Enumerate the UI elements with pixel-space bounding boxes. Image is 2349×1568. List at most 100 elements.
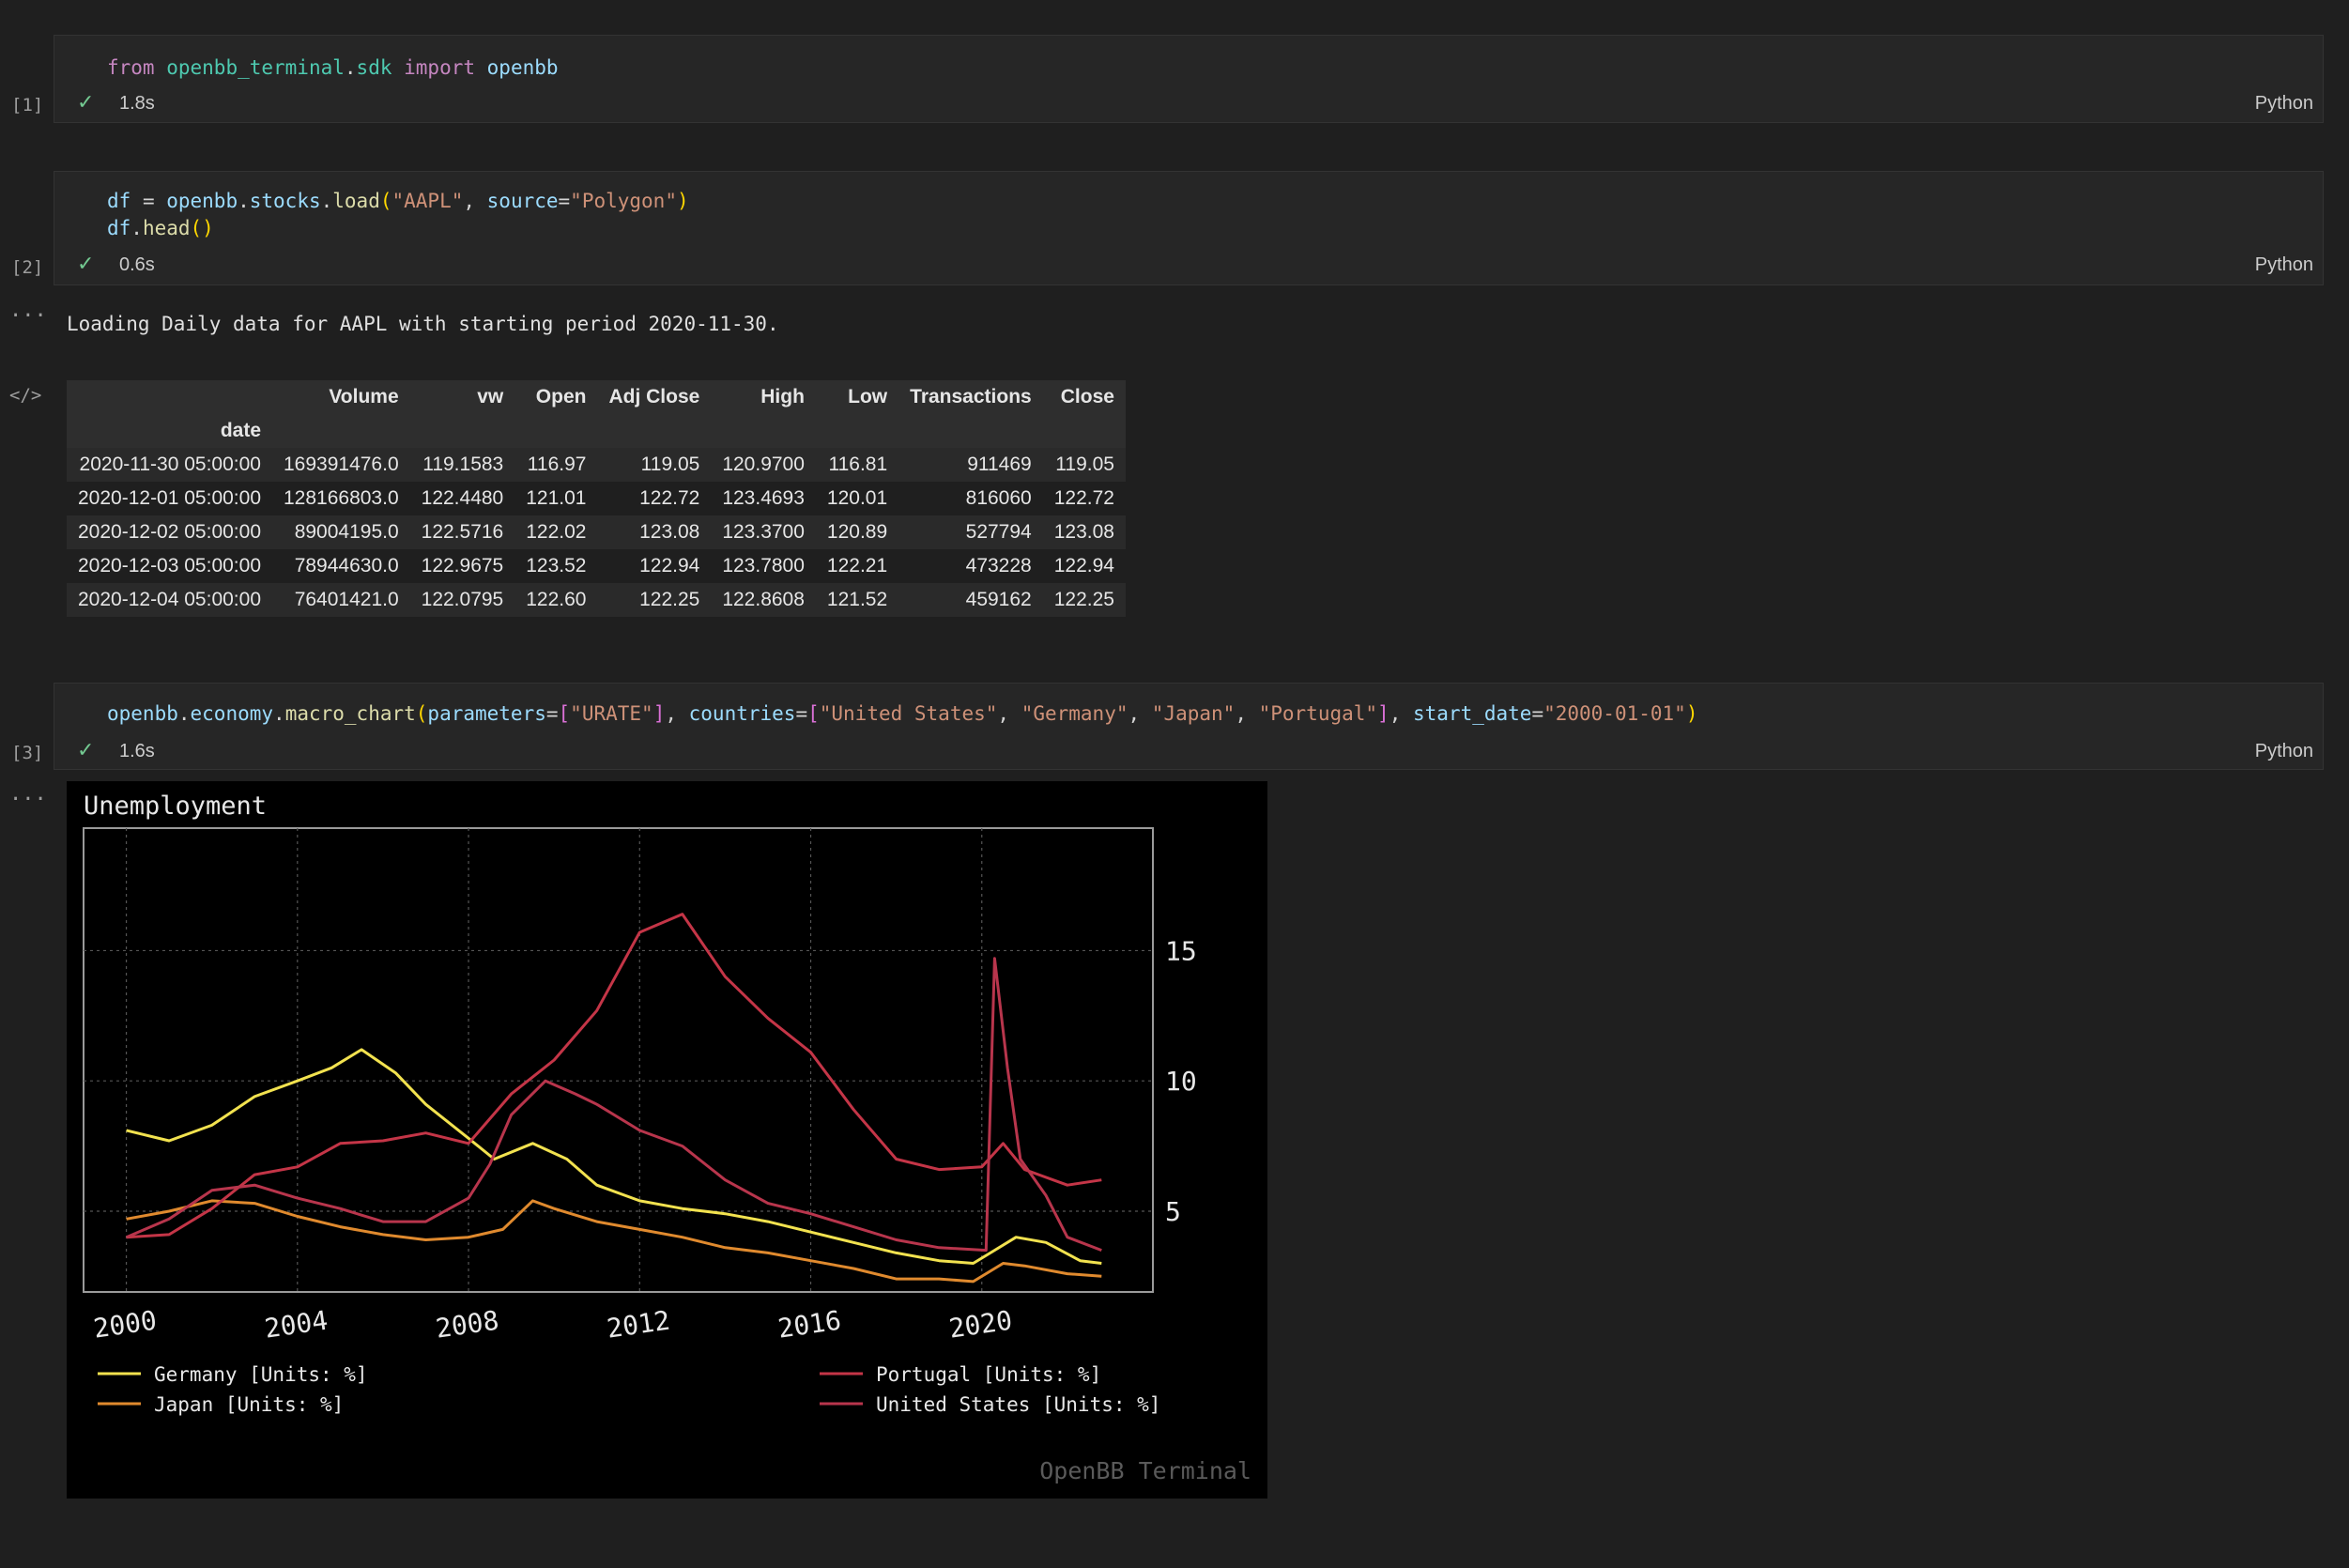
- table-cell: 122.4480: [421, 487, 504, 509]
- code-token: [475, 56, 487, 79]
- column-header: vw: [477, 386, 504, 407]
- execution-time: 1.6s: [119, 741, 155, 761]
- code-token: ): [676, 190, 689, 212]
- x-tick-label: 2008: [434, 1305, 500, 1345]
- code-token: ,: [1389, 702, 1413, 725]
- x-tick-label: 2000: [92, 1305, 159, 1345]
- code-token: "United States": [819, 702, 998, 725]
- table-cell: 459162: [965, 589, 1032, 610]
- code-cell-2[interactable]: [2] df = openbb.stocks.load("AAPL", sour…: [11, 171, 2324, 285]
- legend-label: United States [Units: %]: [876, 1393, 1160, 1416]
- table-row: 2020-12-01 05:00:00 128166803.0 122.4480 12…: [67, 482, 1126, 515]
- table-cell: 123.08: [1053, 521, 1114, 543]
- code-token: =: [1531, 702, 1544, 725]
- table-cell: 122.25: [1053, 589, 1114, 610]
- language-label[interactable]: Python: [2254, 741, 2313, 761]
- code-token: .: [177, 702, 191, 725]
- legend-label: Japan [Units: %]: [154, 1393, 344, 1416]
- code-token: sdk: [356, 56, 392, 79]
- output-menu-icon[interactable]: ...: [9, 782, 47, 806]
- index-name: date: [220, 420, 261, 441]
- column-header: Transactions: [910, 386, 1032, 407]
- table-cell: 122.0795: [421, 589, 504, 610]
- execution-count: [3]: [11, 743, 44, 763]
- code-token: [: [558, 702, 571, 725]
- table-cell: 116.81: [828, 453, 888, 475]
- code-token: economy: [190, 702, 274, 725]
- chart-watermark: OpenBB Terminal: [1039, 1457, 1251, 1484]
- code-token: [: [807, 702, 820, 725]
- table-row: 2020-12-02 05:00:00 89004195.0 122.5716 122…: [67, 515, 1126, 549]
- table-cell: 123.3700: [722, 521, 805, 543]
- code-line[interactable]: df.head(): [107, 217, 214, 239]
- table-cell: 119.1583: [422, 453, 504, 475]
- table-cell: 122.5716: [421, 521, 504, 543]
- table-cell: 816060: [965, 487, 1032, 509]
- column-header: Volume: [329, 386, 399, 407]
- code-token: [392, 56, 404, 79]
- table-cell: 122.94: [1053, 555, 1114, 576]
- code-cell-1[interactable]: [1] from openbb_terminal.sdk import open…: [11, 35, 2324, 123]
- code-token: from: [107, 56, 155, 79]
- series-line-3: [126, 957, 1102, 1253]
- code-token: parameters: [427, 702, 546, 725]
- table-cell: 123.4693: [722, 487, 805, 509]
- code-line[interactable]: openbb.economy.macro_chart(parameters=["…: [107, 702, 1697, 725]
- code-output-icon[interactable]: </>: [9, 385, 42, 406]
- table-header-row: Volume vw Open Adj Close High Low Transa…: [67, 380, 1126, 414]
- check-icon: ✓: [77, 738, 95, 761]
- table-cell: 128166803.0: [284, 487, 399, 509]
- table-cell: 122.21: [826, 555, 888, 576]
- code-token: stocks: [249, 190, 321, 212]
- code-token: ,: [1235, 702, 1259, 725]
- language-label[interactable]: Python: [2254, 254, 2313, 275]
- code-cell-3[interactable]: [3] openbb.economy.macro_chart(parameter…: [11, 683, 2324, 770]
- table-cell: 121.52: [826, 589, 888, 610]
- column-header: High: [760, 386, 805, 407]
- code-token: openbb: [166, 190, 238, 212]
- dataframe-table: Volume vw Open Adj Close High Low Transa…: [67, 380, 1126, 617]
- y-tick-label: 5: [1165, 1196, 1181, 1227]
- code-token: "Germany": [1021, 702, 1128, 725]
- check-icon: ✓: [77, 90, 95, 114]
- code-token: =: [130, 190, 167, 212]
- code-token: =: [558, 190, 571, 212]
- code-token: source: [486, 190, 559, 212]
- table-cell: 123.52: [526, 555, 587, 576]
- execution-time: 0.6s: [119, 254, 155, 275]
- table-cell: 120.9700: [722, 453, 805, 475]
- table-row: 2020-12-03 05:00:00 78944630.0 122.9675 123…: [67, 549, 1126, 583]
- table-cell: 122.25: [639, 589, 700, 610]
- output-menu-icon[interactable]: ...: [9, 299, 47, 322]
- code-line[interactable]: df = openbb.stocks.load("AAPL", source="…: [107, 190, 689, 212]
- code-token: load: [332, 190, 380, 212]
- table-cell: 527794: [965, 521, 1032, 543]
- table-cell: 120.89: [826, 521, 888, 543]
- language-label[interactable]: Python: [2254, 93, 2313, 114]
- series-line-1: [126, 1199, 1102, 1284]
- row-index: 2020-12-04 05:00:00: [78, 589, 261, 610]
- code-token: .: [273, 702, 285, 725]
- table-row: 2020-11-30 05:00:00 169391476.0 119.1583 11…: [67, 448, 1126, 482]
- table-cell: 123.08: [639, 521, 700, 543]
- code-token: =: [795, 702, 808, 725]
- legend-label: Portugal [Units: %]: [876, 1363, 1101, 1386]
- row-index: 2020-11-30 05:00:00: [79, 453, 261, 475]
- table-cell: 122.9675: [421, 555, 504, 576]
- code-token: openbb: [486, 56, 559, 79]
- code-token: "Japan": [1151, 702, 1236, 725]
- table-cell: 122.60: [526, 589, 587, 610]
- code-token: openbb: [107, 702, 178, 725]
- table-cell: 122.8608: [722, 589, 805, 610]
- index-header: [67, 380, 272, 414]
- table-cell: 122.72: [1053, 487, 1114, 509]
- y-tick-label: 10: [1165, 1066, 1197, 1097]
- execution-count: [2]: [11, 257, 44, 278]
- code-token: ): [1685, 702, 1698, 725]
- code-token: df: [107, 190, 131, 212]
- chart-title: Unemployment: [84, 792, 267, 821]
- code-token: countries: [688, 702, 796, 725]
- table-cell: 473228: [965, 555, 1032, 576]
- code-token: .: [238, 190, 250, 212]
- code-line[interactable]: from openbb_terminal.sdk import openbb: [107, 56, 559, 79]
